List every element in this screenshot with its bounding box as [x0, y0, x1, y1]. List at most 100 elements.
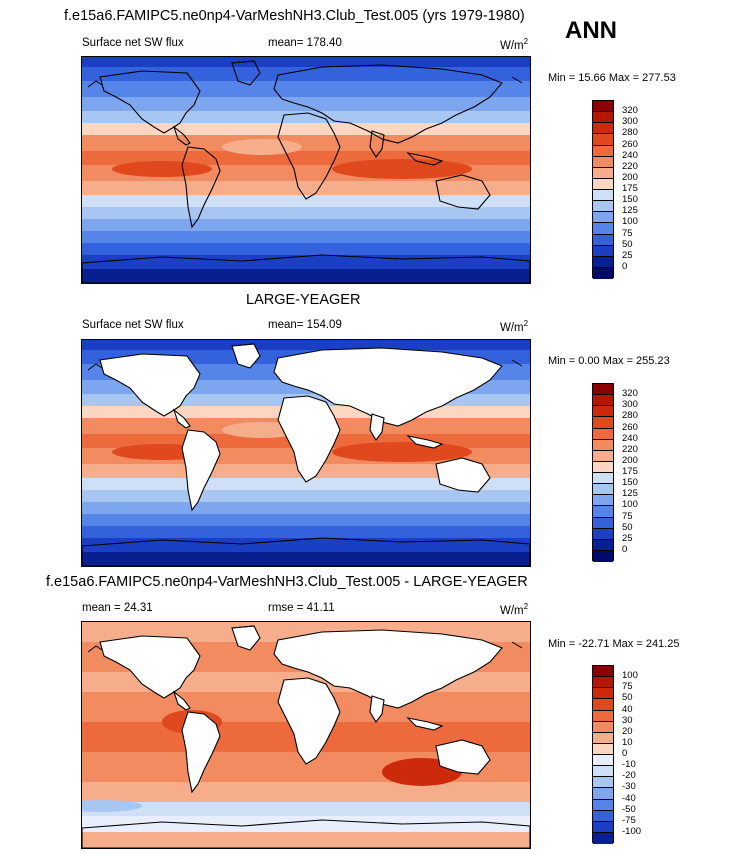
colorbar-segment [593, 145, 613, 157]
colorbar-segment [593, 777, 613, 789]
colorbar-segment [593, 406, 613, 418]
colorbar-tick-label: -10 [622, 759, 636, 771]
coastline [277, 677, 341, 765]
colorbar-tick-label: 200 [622, 454, 638, 466]
colorbar-tick-label: -75 [622, 814, 636, 826]
map-obs [81, 339, 531, 567]
colorbar-tick-label: 10 [622, 736, 633, 748]
colorbar-segment [593, 677, 613, 689]
variable-label: Surface net SW flux [82, 319, 184, 331]
colorbar-segment [593, 223, 613, 235]
colorbar-tick-label: 75 [622, 510, 633, 522]
colorbar-tick-label: 50 [622, 238, 633, 250]
map-model [81, 56, 531, 284]
map-diff [81, 621, 531, 849]
mean-label: mean= 154.09 [268, 319, 342, 331]
colorbar-segment [593, 167, 613, 179]
coastline [435, 174, 491, 210]
colorbar-tick-label: 200 [622, 171, 638, 183]
coastline [406, 152, 444, 166]
colorbar-segment [593, 428, 613, 440]
colorbar-segment [593, 821, 613, 833]
colorbar-segment [593, 721, 613, 733]
colorbar-segment [593, 450, 613, 462]
colorbar-tick-label: 100 [622, 216, 638, 228]
colorbar-segment [593, 267, 613, 279]
colorbar-segment [593, 528, 613, 540]
units-label: W/m2 [500, 319, 529, 334]
colorbar-tick-label: 175 [622, 183, 638, 194]
colorbar-tick-label: 20 [622, 725, 633, 737]
colorbar-tick-label: -30 [622, 781, 636, 793]
colorbar-segment [593, 384, 613, 396]
coastline [369, 695, 385, 723]
colorbar-tick-label: 0 [622, 748, 628, 759]
colorbar-tick-label: 280 [622, 410, 638, 422]
min-max-label: Min = 0.00 Max = 255.23 [548, 355, 670, 367]
colorbar-segment [593, 190, 613, 202]
colorbar-tick-label: -20 [622, 770, 636, 782]
colorbar-tick-label: -50 [622, 803, 636, 815]
colorbar-segment [593, 245, 613, 257]
rmse-label: rmse = 41.11 [268, 602, 335, 614]
colorbar-model [592, 100, 614, 279]
colorbar-segment [593, 699, 613, 711]
min-max-label: Min = 15.66 Max = 277.53 [548, 72, 676, 84]
colorbar-tick-label: 0 [622, 260, 628, 272]
colorbar-segment [593, 201, 613, 213]
coastline [172, 125, 191, 146]
colorbar-tick-label: 100 [622, 499, 638, 511]
colorbar-tick-label: 25 [622, 532, 633, 544]
coastline [369, 413, 385, 441]
colorbar-tick-label: 300 [622, 399, 638, 411]
colorbar-tick-label: 280 [622, 127, 638, 139]
colorbar-segment [593, 417, 613, 429]
colorbar-tick-label: 150 [622, 477, 638, 489]
colorbar-segment [593, 112, 613, 124]
colorbar-tick-label: 30 [622, 714, 633, 726]
coastline [273, 347, 503, 427]
units-label: W/m2 [500, 37, 529, 52]
colorbar-tick-label: 150 [622, 194, 638, 206]
season-label: ANN [565, 17, 617, 44]
colorbar-segment [593, 495, 613, 507]
colorbar-segment [593, 506, 613, 518]
colorbar-tick-label: 300 [622, 116, 638, 128]
coastline [369, 130, 385, 158]
colorbar-segment [593, 810, 613, 822]
colorbar-tick-label: 125 [622, 205, 638, 217]
colorbar-tick-label: 240 [622, 149, 638, 161]
colorbar-tick-label: 125 [622, 488, 638, 500]
colorbar-segment [593, 788, 613, 800]
coastline [82, 254, 530, 283]
coastline [172, 690, 191, 711]
coastline [435, 739, 491, 775]
colorbar-segment [593, 710, 613, 722]
colorbar-segment [593, 688, 613, 700]
colorbar-tick-label: 220 [622, 443, 638, 455]
colorbar-obs [592, 383, 614, 562]
coastline [273, 629, 503, 709]
colorbar-segment [593, 539, 613, 551]
colorbar-segment [593, 461, 613, 473]
colorbar-tick-label: 25 [622, 249, 633, 261]
colorbar-segment [593, 550, 613, 562]
colorbar-segment [593, 212, 613, 224]
colorbar-tick-label: 260 [622, 138, 638, 150]
colorbar-tick-label: -100 [622, 825, 642, 837]
colorbar-segment [593, 732, 613, 744]
colorbar-tick-label: 260 [622, 421, 638, 433]
coastline [82, 819, 530, 848]
mean-label: mean= 178.40 [268, 37, 342, 49]
colorbar-tick-label: 50 [622, 692, 633, 704]
min-max-label: Min = -22.71 Max = 241.25 [548, 638, 680, 650]
colorbar-segment [593, 666, 613, 678]
colorbar-tick-label: 175 [622, 466, 638, 477]
coastline [277, 112, 341, 200]
colorbar-tick-label: 320 [622, 105, 638, 117]
coastline [181, 711, 221, 794]
colorbar-segment [593, 101, 613, 113]
colorbar-tick-label: 100 [622, 670, 638, 682]
colorbar-tick-label: -40 [622, 792, 636, 804]
colorbar-segment [593, 799, 613, 811]
